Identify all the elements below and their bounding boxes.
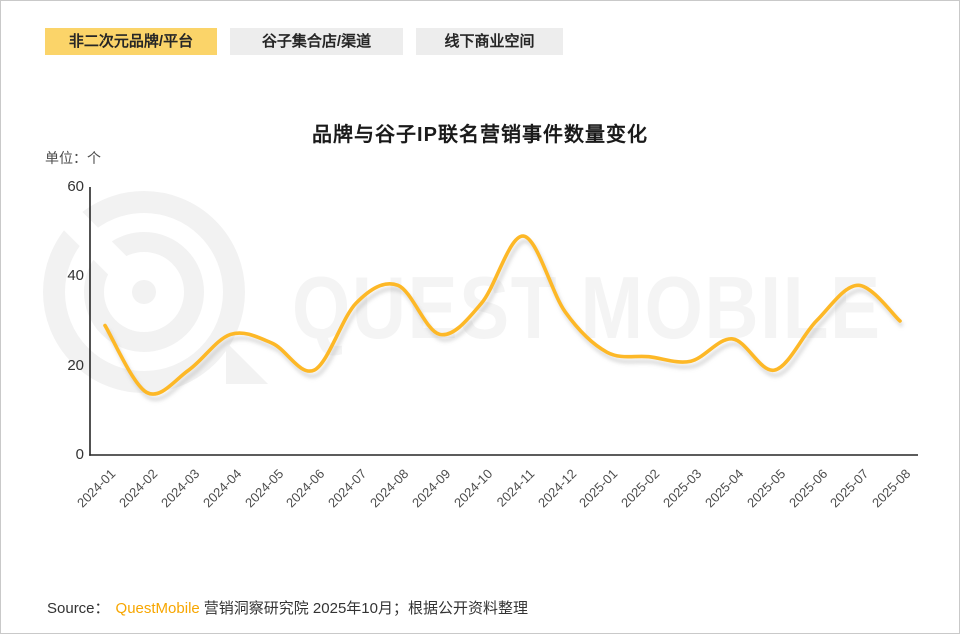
tab-goods-collection-store-channel[interactable]: 谷子集合店/渠道	[230, 28, 403, 55]
chart-title: 品牌与谷子IP联名营销事件数量变化	[312, 124, 648, 146]
line-chart	[7, 155, 918, 456]
tab-offline-commercial-space[interactable]: 线下商业空间	[416, 28, 563, 55]
curve-shadow	[105, 238, 905, 402]
y-tick-label: 60	[67, 178, 84, 195]
source-prefix: Source：	[47, 600, 110, 617]
source-line: Source： QuestMobile 营销洞察研究院 2025年10月；根据公开资…	[47, 597, 528, 618]
source-suffix: 营销洞察研究院 2025年10月；根据公开资料整理	[203, 600, 528, 617]
source-brand: QuestMobile	[115, 600, 200, 617]
y-tick-label: 40	[67, 267, 84, 285]
curve-path	[103, 234, 902, 396]
tab-non-acg-brand-platform[interactable]: 非二次元品牌/平台	[45, 28, 217, 55]
y-tick-label: 0	[75, 446, 84, 463]
unit-label: 单位：个	[45, 150, 101, 166]
tab-bar: 非二次元品牌/平台 谷子集合店/渠道 线下商业空间	[45, 28, 563, 55]
y-tick-label: 20	[67, 356, 84, 374]
questmobile-watermark-logo	[7, 155, 268, 393]
